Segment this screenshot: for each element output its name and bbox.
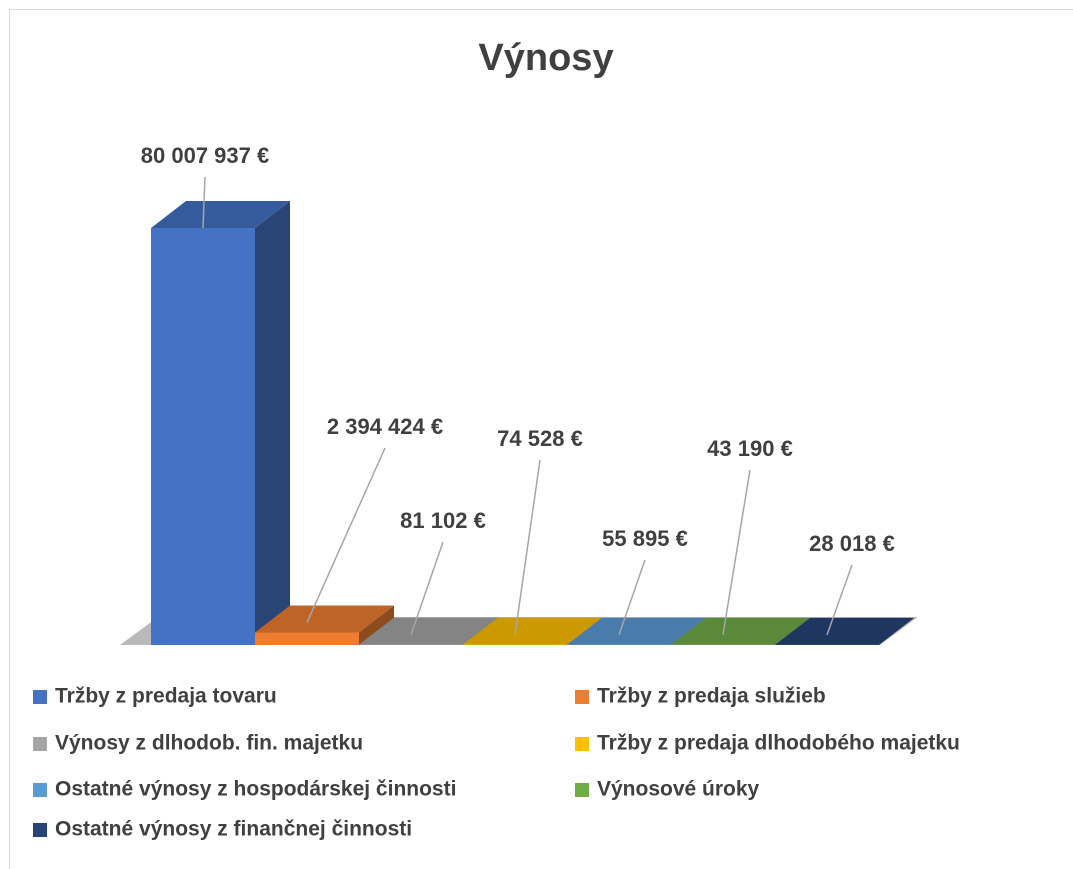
legend-label: Ostatné výnosy z finančnej činnosti <box>55 818 412 841</box>
bar-top <box>775 617 914 645</box>
data-label: 2 394 424 € <box>327 414 443 439</box>
data-label: 43 190 € <box>707 436 793 461</box>
legend-label: Ostatné výnosy z hospodárskej činnosti <box>55 778 456 801</box>
bar <box>151 228 255 645</box>
data-label: 80 007 937 € <box>141 143 269 168</box>
leader-line <box>722 469 751 635</box>
data-label: 74 528 € <box>497 426 583 451</box>
data-label: 81 102 € <box>400 508 486 533</box>
legend-swatch <box>575 783 589 797</box>
legend-label: Tržby z predaja dlhodobého majetku <box>597 732 960 755</box>
leader-line <box>202 176 206 229</box>
leader-line <box>410 541 444 635</box>
legend-swatch <box>33 690 47 704</box>
bar <box>255 632 359 645</box>
bar-top <box>567 617 706 645</box>
legend-swatch <box>33 737 47 751</box>
data-label: 55 895 € <box>602 526 688 551</box>
bar-side <box>359 605 394 645</box>
leader-line <box>826 564 853 636</box>
bar-top <box>255 605 394 633</box>
legend-swatch <box>33 823 47 837</box>
legend-label: Tržby z predaja tovaru <box>55 685 277 708</box>
legend-swatch <box>575 737 589 751</box>
leader-line <box>306 447 386 623</box>
legend-label: Tržby z predaja služieb <box>597 685 826 708</box>
chart-title: Výnosy <box>478 37 613 79</box>
bar-top <box>151 201 290 228</box>
bar-top <box>359 617 498 645</box>
legend-swatch <box>575 690 589 704</box>
legend-label: Výnosy z dlhodob. fin. majetku <box>55 732 363 755</box>
bar-top <box>671 617 810 645</box>
data-label: 28 018 € <box>809 531 895 556</box>
legend-label: Výnosové úroky <box>597 778 760 801</box>
bar-side <box>879 617 914 645</box>
leader-line <box>514 459 541 635</box>
bar-side <box>255 201 290 645</box>
bar-top <box>463 617 602 645</box>
legend-swatch <box>33 783 47 797</box>
leader-line <box>618 559 646 635</box>
